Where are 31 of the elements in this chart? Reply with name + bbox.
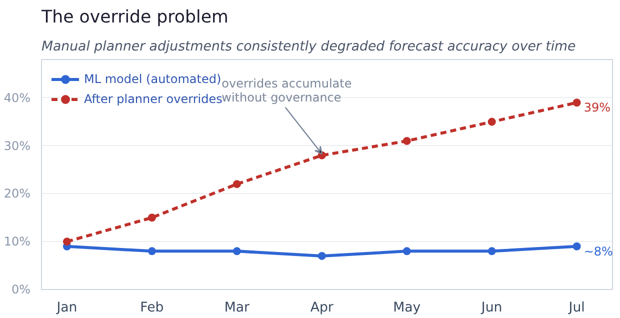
y-tick-label: 40% bbox=[4, 90, 30, 105]
chart-title: The override problem bbox=[40, 8, 228, 28]
x-tick-label: Jul bbox=[568, 300, 585, 316]
point bbox=[148, 247, 156, 256]
point bbox=[488, 247, 496, 256]
legend-label: ML model (automated) bbox=[84, 72, 222, 86]
y-tick-label: 10% bbox=[4, 234, 30, 249]
point bbox=[318, 252, 326, 260]
y-tick-label: 20% bbox=[4, 186, 30, 201]
legend-label: After planner overrides bbox=[84, 92, 222, 106]
point bbox=[148, 214, 156, 222]
annotation: overrides accumulate without governance bbox=[222, 76, 352, 104]
x-tick-label: Jan bbox=[56, 300, 78, 316]
point bbox=[232, 247, 241, 256]
x-tick-label: Feb bbox=[140, 300, 164, 316]
x-tick-label: May bbox=[393, 300, 421, 316]
point bbox=[402, 247, 411, 256]
point bbox=[488, 118, 496, 126]
x-tick-label: Mar bbox=[224, 300, 250, 316]
point bbox=[62, 238, 71, 246]
x-tick-label: Apr bbox=[310, 300, 334, 316]
point bbox=[572, 98, 581, 107]
annotation: 39% bbox=[584, 100, 610, 115]
x-tick-label: Jun bbox=[480, 300, 502, 316]
y-tick-label: 0% bbox=[11, 282, 31, 296]
point bbox=[572, 242, 581, 250]
y-tick-label: 30% bbox=[4, 138, 30, 153]
chart-subtitle: Manual planner adjustments consistently degraded forecast accuracy over time bbox=[42, 40, 576, 54]
point bbox=[402, 136, 411, 145]
annotation: ~8% bbox=[584, 244, 613, 258]
point bbox=[232, 180, 241, 188]
